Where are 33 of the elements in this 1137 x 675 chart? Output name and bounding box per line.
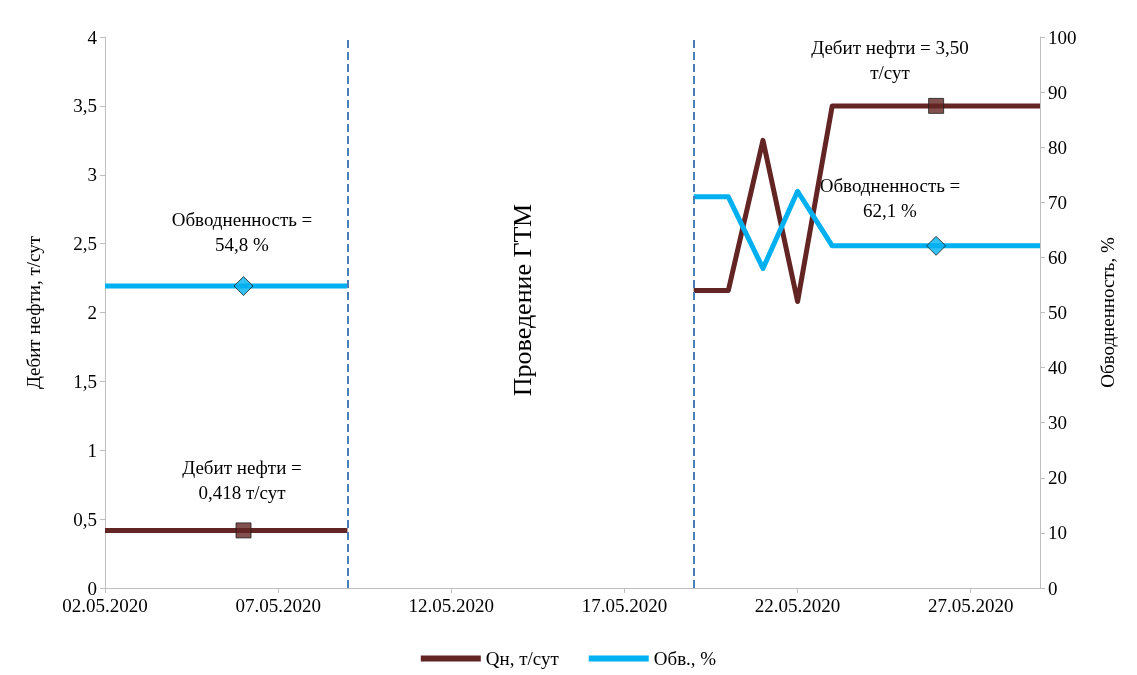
annotation: Обводненность = 62,1 % xyxy=(819,175,961,221)
y2-tick-label: 100 xyxy=(1048,26,1077,48)
x-tick-label: 27.05.2020 xyxy=(927,595,1014,616)
y2-tick-label: 10 xyxy=(1048,522,1067,544)
y2-tick-label: 20 xyxy=(1048,467,1067,489)
y-tick-label: 3,5 xyxy=(73,95,97,117)
y-tick-label: 1 xyxy=(87,439,97,461)
y2-tick-label: 80 xyxy=(1048,136,1067,158)
y-tick-label: 1,5 xyxy=(73,370,97,392)
annotation: Дебит нефти = 3,50 т/сут xyxy=(811,37,969,83)
x-tick-label: 17.05.2020 xyxy=(581,595,668,616)
y-tick-label: 4 xyxy=(87,26,98,48)
y2-tick-label: 50 xyxy=(1048,302,1067,323)
y-tick-label: 2,5 xyxy=(73,233,97,255)
annotation: Обводненность = 54,8 % xyxy=(171,209,313,255)
y2-tick-label: 60 xyxy=(1048,246,1067,268)
y2-tick-label: 30 xyxy=(1048,412,1067,434)
y-tick-label: 3 xyxy=(87,164,97,186)
annotation: Дебит нефти = 0,418 т/сут xyxy=(182,457,302,503)
x-tick-label: 12.05.2020 xyxy=(408,595,495,616)
legend-label: Обв., % xyxy=(653,648,717,669)
y-axis-title: Дебит нефти, т/сут xyxy=(23,235,44,390)
x-tick-label: 07.05.2020 xyxy=(235,595,321,616)
y2-tick-label: 0 xyxy=(1048,577,1058,599)
annotation: Проведение ГТМ xyxy=(507,203,537,397)
y-tick-label: 0,5 xyxy=(73,508,97,530)
legend-label: Qн, т/сут xyxy=(485,648,560,669)
y2-axis-title: Обводненность, % xyxy=(1097,237,1118,388)
y2-tick-label: 90 xyxy=(1048,81,1067,103)
x-tick-label: 22.05.2020 xyxy=(754,595,841,616)
y-tick-label: 2 xyxy=(87,302,97,323)
y2-tick-label: 40 xyxy=(1048,357,1067,379)
y2-tick-label: 70 xyxy=(1048,191,1067,213)
